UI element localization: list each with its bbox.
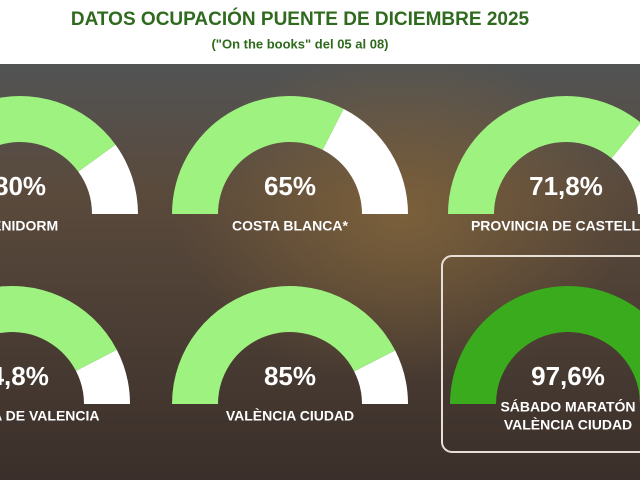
gauges: 80% BENIDORM 65% COSTA BLANCA* 71,8% PROVINCI… (0, 96, 640, 433)
category-label: BENIDORM (0, 218, 58, 234)
gauge-value (172, 96, 344, 214)
gauge-track (75, 349, 130, 404)
value-label: 85% (264, 361, 316, 391)
value-label: 84,8% (0, 361, 49, 391)
category-label: SÁBADO MARATÓN (500, 398, 635, 415)
gauge-track (322, 108, 408, 214)
gauge-track (78, 144, 138, 214)
category-label: VALÈNCIA CIUDAD (226, 408, 354, 424)
gauge-track (354, 350, 408, 404)
gauge-value (172, 286, 396, 404)
value-label: 65% (264, 171, 316, 201)
category-label: PROVINCIA DE VALENCIA (0, 408, 100, 424)
highlight-box (441, 255, 640, 453)
gauge-value (0, 286, 117, 371)
gauge-value (448, 96, 640, 214)
category-label: COSTA BLANCA* (232, 218, 348, 234)
value-label: 71,8% (529, 171, 603, 201)
header (0, 0, 640, 64)
category-label: VALÈNCIA CIUDAD (504, 417, 632, 433)
value-label: 97,6% (531, 361, 605, 391)
gauge-value (0, 96, 116, 172)
chart-title: DATOS OCUPACIÓN PUENTE DE DICIEMBRE 2025 (71, 8, 530, 30)
gauge-track (611, 123, 640, 214)
chart-subtitle: ("On the books" del 05 al 08) (211, 36, 388, 51)
category-label: PROVINCIA DE CASTELLÓN (471, 217, 640, 234)
gauge-value (450, 286, 640, 404)
value-label: 80% (0, 171, 46, 201)
